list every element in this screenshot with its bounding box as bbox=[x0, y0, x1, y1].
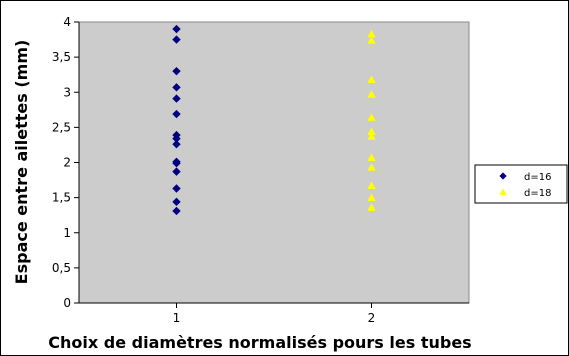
data-point-triangle bbox=[367, 153, 376, 161]
y-axis-title: Espace entre ailettes (mm) bbox=[12, 40, 31, 285]
data-point-diamond bbox=[172, 134, 181, 143]
axes: 0 0,5 1 1,5 2 2,5 3 3,5 4 1 2 bbox=[52, 15, 469, 325]
legend-box bbox=[474, 164, 568, 204]
y-tick-label: 1,5 bbox=[52, 191, 71, 205]
legend-marker-diamond bbox=[499, 172, 507, 180]
data-marks bbox=[172, 24, 376, 216]
data-point-triangle bbox=[367, 36, 376, 44]
data-point-diamond bbox=[172, 109, 181, 119]
x-axis-title: Choix de diamètres normalisés pours les … bbox=[48, 333, 471, 352]
data-point-diamond bbox=[172, 94, 181, 103]
data-point-diamond bbox=[172, 66, 181, 76]
data-point-triangle bbox=[367, 163, 376, 171]
data-point-diamond bbox=[172, 167, 181, 176]
data-point-diamond bbox=[172, 83, 181, 92]
data-point-triangle bbox=[367, 203, 376, 211]
data-point-triangle bbox=[367, 75, 376, 83]
data-point-triangle bbox=[367, 193, 376, 201]
legend-label: d=18 bbox=[524, 188, 551, 199]
data-point-diamond bbox=[172, 159, 181, 168]
x-tick-label: 1 bbox=[173, 311, 181, 325]
data-point-diamond bbox=[172, 35, 181, 44]
y-tick-label: 3,5 bbox=[52, 50, 71, 64]
y-tick-label: 2 bbox=[63, 156, 71, 170]
y-tick-label: 3 bbox=[63, 85, 71, 99]
data-point-triangle bbox=[367, 132, 376, 140]
data-point-triangle bbox=[367, 29, 376, 38]
legend: d=16 d=18 bbox=[474, 164, 568, 204]
y-tick-label: 1 bbox=[63, 226, 71, 240]
data-point-triangle bbox=[367, 90, 376, 98]
plot-area bbox=[78, 21, 470, 304]
y-tick-label: 0,5 bbox=[52, 261, 71, 275]
data-point-triangle bbox=[367, 127, 376, 135]
data-point-diamond bbox=[172, 206, 181, 216]
data-point-diamond bbox=[172, 197, 181, 207]
data-point-diamond bbox=[172, 24, 181, 34]
x-tick-label: 2 bbox=[368, 311, 376, 325]
y-tick-label: 2,5 bbox=[52, 120, 71, 134]
legend-label: d=16 bbox=[524, 172, 551, 183]
data-point-triangle bbox=[367, 113, 376, 121]
data-point-triangle bbox=[367, 181, 376, 190]
y-tick-label: 4 bbox=[63, 15, 71, 29]
data-point-diamond bbox=[172, 184, 181, 193]
legend-marker-triangle bbox=[499, 188, 507, 195]
y-tick-label: 0 bbox=[63, 296, 71, 310]
data-point-diamond bbox=[172, 140, 181, 149]
